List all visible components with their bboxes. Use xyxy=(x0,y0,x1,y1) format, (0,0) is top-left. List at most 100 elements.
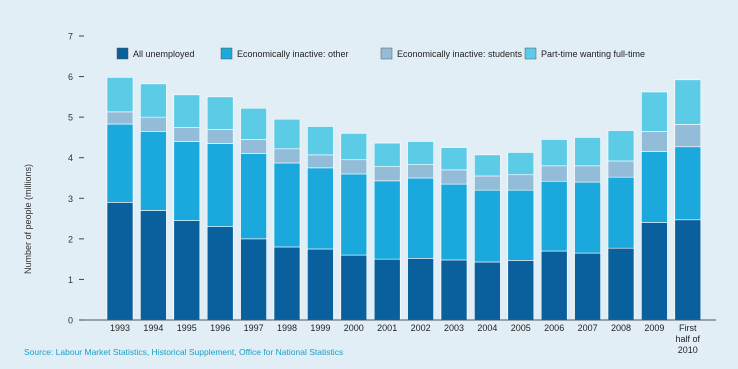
legend-label: All unemployed xyxy=(133,49,195,59)
bar-segment-1 xyxy=(307,248,334,321)
legend-label: Economically inactive: other xyxy=(237,49,349,59)
x-tick-label: 1998 xyxy=(277,323,297,333)
bar-segment-3 xyxy=(574,165,601,183)
bar-segment-1 xyxy=(607,247,635,321)
legend-swatch xyxy=(380,47,393,60)
bar-segment-2 xyxy=(340,173,368,256)
bar-segment-4 xyxy=(173,94,201,128)
bar-segment-1 xyxy=(474,261,501,321)
bar-segment-4 xyxy=(106,77,134,113)
bar-segment-1 xyxy=(340,254,368,321)
bar-segment-2 xyxy=(607,176,635,249)
x-tick-label: 2003 xyxy=(444,323,464,333)
x-tick-label: 2000 xyxy=(344,323,364,333)
bar-segment-3 xyxy=(140,116,167,132)
bar-segment-4 xyxy=(674,79,702,125)
bar-segment-4 xyxy=(574,137,601,167)
x-tick-label: 1993 xyxy=(110,323,130,333)
bar-segment-1 xyxy=(140,210,167,321)
bar-segment-2 xyxy=(507,189,535,261)
bar-segment-2 xyxy=(173,141,201,221)
bar-segment-1 xyxy=(173,220,201,321)
y-tick-label: 4 xyxy=(68,153,73,163)
legend-label: Economically inactive: students xyxy=(397,49,523,59)
bar-segment-3 xyxy=(407,164,434,179)
bar-segment-2 xyxy=(540,180,568,252)
bar-segment-1 xyxy=(574,252,601,321)
bar-segment-3 xyxy=(607,160,635,178)
x-tick-label: 1995 xyxy=(177,323,197,333)
y-tick-label: 6 xyxy=(68,72,73,82)
bar-segment-2 xyxy=(574,181,601,254)
bar-segment-4 xyxy=(474,154,501,177)
bar-segment-3 xyxy=(641,131,668,152)
bar-segment-4 xyxy=(373,142,401,167)
bar-segment-4 xyxy=(140,83,167,118)
bar-segment-3 xyxy=(507,174,535,191)
bar-segment-1 xyxy=(407,258,434,321)
y-tick-label: 0 xyxy=(68,316,73,326)
x-tick-label: half of xyxy=(676,334,701,344)
bar-segment-4 xyxy=(440,147,468,171)
bar-segment-3 xyxy=(240,139,267,154)
bar-segment-2 xyxy=(407,177,434,259)
bar-segment-4 xyxy=(340,133,368,161)
bar-segment-1 xyxy=(206,226,234,321)
source-note: Source: Labour Market Statistics, Histor… xyxy=(24,347,344,357)
x-tick-label: 2004 xyxy=(477,323,497,333)
bar-segment-4 xyxy=(607,130,635,162)
x-tick-label: 2008 xyxy=(611,323,631,333)
bar-segment-1 xyxy=(641,222,668,321)
y-tick-label: 5 xyxy=(68,113,73,123)
x-tick-label: 2006 xyxy=(544,323,564,333)
x-tick-label: 1999 xyxy=(310,323,330,333)
bar-segment-3 xyxy=(474,175,501,191)
bar-segment-1 xyxy=(106,202,134,321)
y-tick-label: 7 xyxy=(68,32,73,42)
y-tick-label: 1 xyxy=(68,275,73,285)
bar-segment-1 xyxy=(507,260,535,321)
bar-segment-2 xyxy=(440,183,468,261)
bar-segment-2 xyxy=(373,180,401,260)
legend-swatch xyxy=(116,47,129,60)
bar-segment-2 xyxy=(474,189,501,263)
bar-segment-3 xyxy=(206,129,234,144)
bar-segment-4 xyxy=(273,118,301,150)
bar-segment-3 xyxy=(173,126,201,142)
bar-segment-1 xyxy=(540,250,568,321)
legend-swatch xyxy=(524,47,537,60)
bar-segment-4 xyxy=(206,96,234,130)
bar-segment-2 xyxy=(307,167,334,250)
bar-segment-1 xyxy=(373,258,401,321)
bar-segment-3 xyxy=(106,111,134,125)
legend-swatch xyxy=(220,47,233,60)
x-tick-label: 1994 xyxy=(143,323,163,333)
bar-segment-2 xyxy=(140,131,167,211)
bar-segment-2 xyxy=(674,146,702,221)
bar-segment-2 xyxy=(273,162,301,248)
bar-segment-2 xyxy=(106,123,134,203)
bar-segment-3 xyxy=(273,148,301,164)
x-tick-label: 2007 xyxy=(578,323,598,333)
bar-segment-3 xyxy=(540,165,568,182)
bar-segment-1 xyxy=(440,259,468,321)
bar-segment-2 xyxy=(240,153,267,240)
x-tick-label: First xyxy=(679,323,697,333)
bar-segment-3 xyxy=(307,154,334,169)
bar-segment-4 xyxy=(240,107,267,140)
bar-segment-1 xyxy=(240,238,267,321)
bar-segment-4 xyxy=(540,139,568,167)
bar-segment-3 xyxy=(340,159,368,175)
x-tick-label: 2001 xyxy=(377,323,397,333)
x-tick-label: 2010 xyxy=(678,345,698,355)
bar-segment-4 xyxy=(641,91,668,132)
y-tick-label: 3 xyxy=(68,194,73,204)
x-tick-label: 1997 xyxy=(244,323,264,333)
y-axis-label: Number of people (millions) xyxy=(23,164,33,274)
bar-segment-4 xyxy=(507,152,535,176)
x-tick-label: 2002 xyxy=(411,323,431,333)
legend-label: Part-time wanting full-time xyxy=(541,49,645,59)
bar-segment-2 xyxy=(641,151,668,223)
